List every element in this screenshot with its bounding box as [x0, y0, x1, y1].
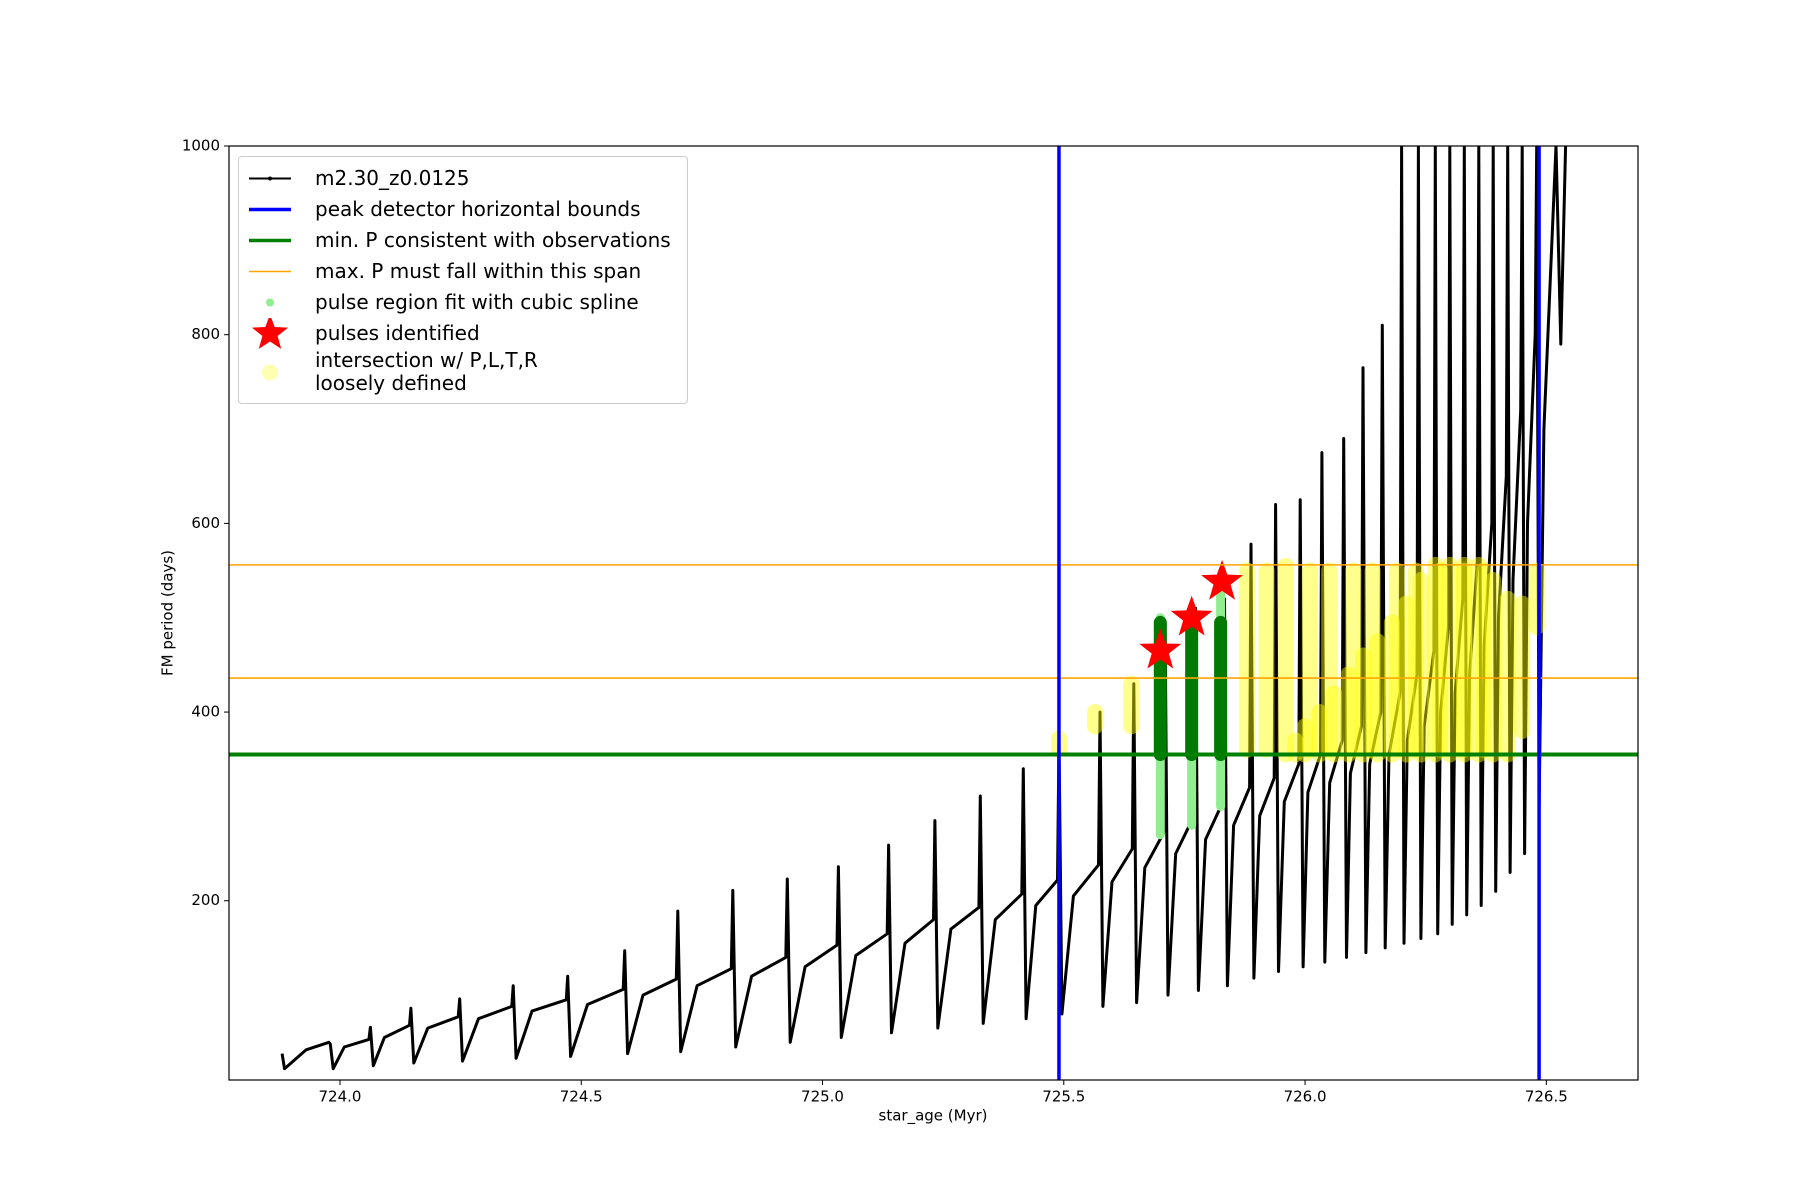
plot-area	[229, 146, 1638, 1080]
legend-handle	[251, 318, 289, 349]
legend-label: peak detector horizontal bounds	[315, 197, 641, 221]
pulse-star	[1201, 559, 1243, 600]
legend-handle	[266, 298, 274, 307]
legend-entry: min. P consistent with observations	[239, 225, 687, 256]
legend-handle	[262, 364, 278, 380]
y-axis-label: FM period (days)	[159, 550, 177, 676]
legend-dot	[266, 298, 274, 307]
legend-entry: m2.30_z0.0125	[239, 163, 687, 194]
x-tick-label: 724.5	[560, 1088, 603, 1106]
x-axis-label: star_age (Myr)	[879, 1107, 988, 1126]
x-tick-label: 725.0	[801, 1088, 844, 1106]
y-tick-label: 1000	[182, 137, 220, 155]
x-tick-label: 726.0	[1284, 1088, 1327, 1106]
x-tick-label: 724.0	[319, 1088, 362, 1106]
legend-star	[251, 318, 289, 349]
pulse-star	[1170, 595, 1213, 636]
legend-label: pulse region fit with cubic spline	[315, 290, 639, 314]
y-tick-label: 400	[191, 703, 220, 721]
legend-entry: pulse region fit with cubic spline	[239, 287, 687, 318]
legend-handle	[249, 207, 291, 212]
legend-handle	[249, 176, 291, 181]
y-tick-label: 200	[191, 891, 220, 909]
legend-handle	[249, 270, 291, 273]
legend-label: max. P must fall within this span	[315, 259, 642, 283]
x-tick-label: 726.5	[1525, 1088, 1568, 1106]
legend-label: pulses identified	[315, 321, 480, 345]
legend-entry: max. P must fall within this span	[239, 256, 687, 287]
pulse-star	[1139, 628, 1182, 669]
y-tick-label: 600	[191, 514, 220, 532]
legend-label: min. P consistent with observations	[315, 228, 671, 252]
legend-dot	[268, 176, 272, 181]
legend-label: m2.30_z0.0125	[315, 166, 470, 190]
x-tick-label: 725.5	[1042, 1088, 1085, 1106]
axes-frame	[228, 145, 1639, 1081]
data-line	[280, 146, 1568, 1071]
legend-dot	[262, 364, 278, 380]
y-tick-label: 800	[191, 325, 220, 343]
legend-entry: pulses identified	[239, 318, 687, 349]
legend-entry: peak detector horizontal bounds	[239, 194, 687, 225]
legend-entry: intersection w/ P,L,T,R loosely defined	[239, 349, 687, 395]
legend-handle	[249, 238, 291, 243]
legend-label: intersection w/ P,L,T,R loosely defined	[315, 348, 538, 395]
